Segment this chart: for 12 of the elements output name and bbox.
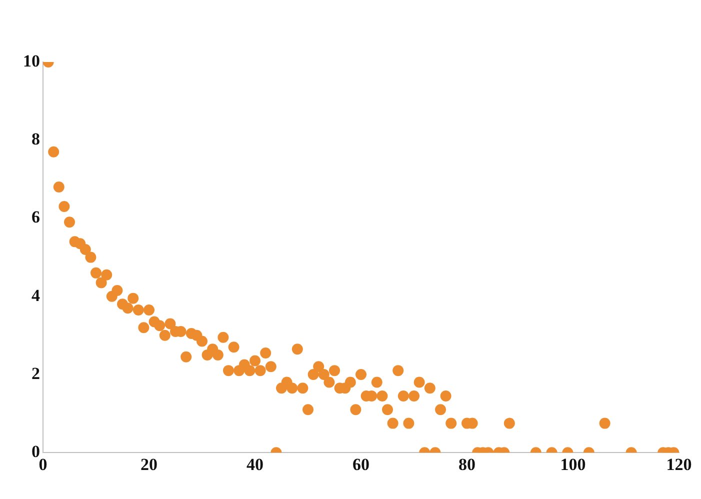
y-tick-label: 10 [23, 51, 40, 70]
y-tick-label: 0 [32, 442, 40, 461]
x-tick-label: 40 [246, 455, 264, 474]
x-tick-label: 20 [140, 455, 158, 474]
y-tick-label: 6 [32, 208, 40, 227]
x-tick-label: 100 [560, 455, 586, 474]
y-tick-label: 8 [32, 130, 40, 149]
x-tick-label: 120 [666, 455, 692, 474]
x-tick-label: 80 [458, 455, 476, 474]
x-tick-label: 60 [352, 455, 370, 474]
y-tick-label: 2 [32, 364, 40, 383]
y-tick-label: 4 [32, 286, 40, 305]
